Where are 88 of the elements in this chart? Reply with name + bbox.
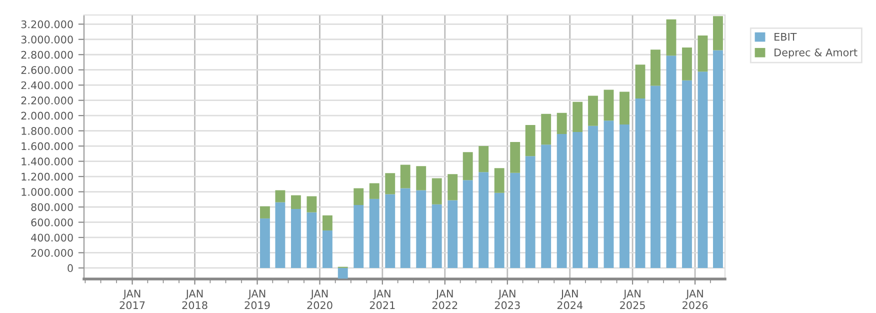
y-tick-label: 2.800.000 xyxy=(21,50,73,59)
y-tick-label: 200.000 xyxy=(31,248,73,257)
y-tick-label: 1.600.000 xyxy=(22,142,73,150)
bar xyxy=(572,132,583,268)
y-tick-label: 1.400.000 xyxy=(22,158,73,166)
bar xyxy=(448,200,458,268)
bar xyxy=(494,168,504,193)
y-tick-label: 1.000.000 xyxy=(22,188,73,196)
bar xyxy=(556,112,567,134)
bar xyxy=(369,183,380,199)
bar xyxy=(290,208,301,268)
bar xyxy=(416,166,426,190)
bar xyxy=(510,142,520,173)
bar xyxy=(400,188,410,268)
bar xyxy=(385,194,396,268)
bar xyxy=(260,218,270,268)
y-tick-label: 600.000 xyxy=(31,218,73,226)
bar xyxy=(620,124,630,268)
y-tick-label: 400.000 xyxy=(31,234,73,242)
bar xyxy=(572,102,583,132)
bar xyxy=(322,230,332,268)
bar xyxy=(416,190,426,268)
bar xyxy=(588,126,598,268)
y-tick-label: 800.000 xyxy=(31,203,73,212)
bar xyxy=(448,174,458,200)
bar xyxy=(260,206,270,218)
y-tick-label: 3.200.000 xyxy=(21,20,73,28)
bar xyxy=(275,202,286,268)
bar xyxy=(478,146,489,172)
x-tick-label: JAN 2020 xyxy=(307,290,332,310)
bar xyxy=(635,64,646,99)
legend-label: EBIT xyxy=(774,33,797,41)
x-tick-label: JAN 2021 xyxy=(370,290,395,310)
y-tick-label: 2.200.000 xyxy=(21,96,73,104)
y-tick-label: 1.800.000 xyxy=(22,127,73,135)
legend-label: Deprec & Amort xyxy=(774,48,858,58)
bar xyxy=(666,19,676,56)
bar xyxy=(588,96,598,126)
bar xyxy=(385,173,396,194)
bar xyxy=(682,48,692,80)
bar xyxy=(604,120,614,268)
bar xyxy=(400,164,410,188)
bar xyxy=(510,172,520,268)
bar xyxy=(650,50,660,86)
y-tick-label: 1.200.000 xyxy=(22,172,73,181)
y-tick-label: 2.600.000 xyxy=(21,66,73,74)
x-tick-label: JAN 2024 xyxy=(557,290,583,310)
bar xyxy=(682,80,692,268)
bar xyxy=(604,90,614,121)
x-tick-label: JAN 2022 xyxy=(432,290,458,310)
bar xyxy=(541,114,552,145)
bar xyxy=(306,212,317,268)
y-tick-label: 0 xyxy=(68,264,73,272)
y-tick-label: 3.000.000 xyxy=(21,36,73,44)
y-tick-label: 2.000.000 xyxy=(21,112,73,120)
bar xyxy=(620,92,630,125)
bar xyxy=(494,192,504,268)
bar xyxy=(306,196,317,212)
x-tick-label: JAN 2017 xyxy=(120,290,145,310)
bar xyxy=(525,124,536,156)
bar xyxy=(525,156,536,268)
x-tick-label: JAN 2018 xyxy=(182,290,208,310)
bar xyxy=(462,152,473,180)
bar xyxy=(290,195,301,209)
bar xyxy=(650,86,660,268)
bar xyxy=(713,16,723,50)
bar xyxy=(338,268,348,279)
bar xyxy=(478,172,489,268)
x-tick-label: JAN 2026 xyxy=(682,290,708,310)
x-tick-label: JAN 2025 xyxy=(620,290,645,310)
bar xyxy=(322,215,332,230)
bar xyxy=(541,144,552,268)
bar xyxy=(354,205,364,268)
x-tick-label: JAN 2023 xyxy=(494,290,520,310)
bar xyxy=(354,188,364,206)
bar xyxy=(635,98,646,268)
bar xyxy=(698,35,708,72)
bar xyxy=(666,56,676,268)
bar xyxy=(462,180,473,268)
bar xyxy=(713,50,723,268)
y-tick-label: 2.400.000 xyxy=(21,81,73,90)
bar xyxy=(556,134,567,268)
bar xyxy=(432,204,442,268)
bar xyxy=(275,190,286,202)
x-tick-label: JAN 2019 xyxy=(244,290,270,310)
bar xyxy=(369,198,380,268)
bar xyxy=(698,72,708,268)
bar xyxy=(432,178,442,204)
